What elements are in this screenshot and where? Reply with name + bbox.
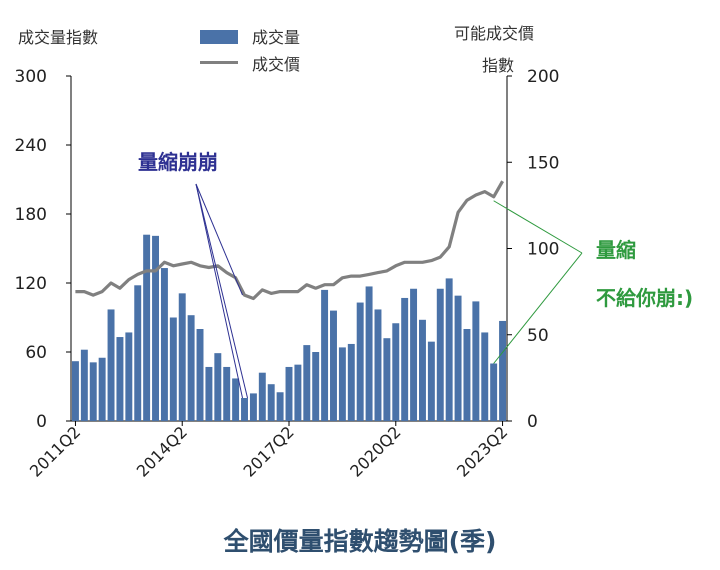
bar xyxy=(303,345,311,421)
callout-line-left xyxy=(195,183,243,399)
bar xyxy=(89,362,97,421)
bar xyxy=(285,366,293,421)
bar xyxy=(499,320,507,421)
left-tick-label: 240 xyxy=(15,136,47,156)
left-tick-label: 60 xyxy=(25,343,47,363)
callout-line-left xyxy=(195,183,243,296)
bar xyxy=(463,329,471,421)
bar xyxy=(107,309,115,421)
bar xyxy=(152,235,160,421)
x-tick-label: 2023Q2 xyxy=(453,422,511,480)
annotation-left: 量縮崩崩 xyxy=(138,150,218,174)
x-tick-label: 2020Q2 xyxy=(346,422,404,480)
bar xyxy=(481,332,489,421)
left-tick-label: 120 xyxy=(15,274,47,294)
bar xyxy=(312,352,320,421)
bar xyxy=(169,317,177,421)
legend-line-swatch xyxy=(200,61,238,64)
bar xyxy=(365,286,373,421)
bar xyxy=(187,315,195,421)
callout-line-right xyxy=(493,252,583,364)
right-tick-label: 150 xyxy=(527,153,559,173)
bar xyxy=(427,341,435,421)
legend-line-label: 成交價 xyxy=(252,55,301,74)
callout-line-right xyxy=(493,200,583,254)
bar xyxy=(330,310,337,421)
bar xyxy=(178,293,186,421)
bar xyxy=(241,398,248,421)
right-tick-label: 50 xyxy=(527,326,549,346)
legend-bar-swatch xyxy=(200,30,238,44)
bar xyxy=(436,288,444,421)
bar xyxy=(143,234,151,421)
bar xyxy=(276,392,284,421)
bar xyxy=(249,393,257,421)
bar xyxy=(294,364,302,421)
bar xyxy=(258,372,266,421)
bar xyxy=(356,302,364,421)
bar xyxy=(338,347,346,421)
legend-bar-label: 成交量 xyxy=(252,28,301,47)
left-tick-label: 0 xyxy=(36,412,47,432)
bar xyxy=(490,363,498,421)
price-line xyxy=(75,180,504,301)
right-tick-label: 200 xyxy=(527,67,559,87)
line-series xyxy=(75,180,504,301)
bar xyxy=(321,289,329,421)
bar xyxy=(214,353,222,421)
x-tick-label: 2011Q2 xyxy=(26,422,84,480)
bar xyxy=(374,309,382,421)
bar xyxy=(410,288,418,421)
bar xyxy=(71,361,79,421)
bar xyxy=(472,301,480,421)
x-tick-labels: 2011Q2 2014Q2 2017Q2 2020Q2 2023Q2 xyxy=(26,422,511,480)
bar xyxy=(232,378,240,421)
bar xyxy=(125,332,133,421)
bar xyxy=(160,268,168,421)
annotation-callouts xyxy=(195,183,583,399)
bar xyxy=(454,295,462,421)
bar xyxy=(223,366,231,421)
x-tick-label: 2017Q2 xyxy=(239,422,297,480)
bar xyxy=(267,384,275,421)
right-axis-title-line1: 可能成交價 xyxy=(454,24,535,43)
right-tick-label: 100 xyxy=(527,240,559,260)
bar xyxy=(418,319,426,421)
bar xyxy=(196,329,204,421)
bar xyxy=(80,349,88,421)
bar xyxy=(383,338,391,421)
axes: 0 60 120 180 240 300 0 50 100 150 200 xyxy=(15,67,560,432)
x-tick-label: 2014Q2 xyxy=(133,422,191,480)
bar xyxy=(445,278,453,421)
bar xyxy=(116,337,124,421)
chart-title: 全國價量指數趨勢圖(季) xyxy=(223,527,497,556)
left-axis-title: 成交量指數 xyxy=(18,28,99,47)
annotation-right-line1: 量縮 xyxy=(596,238,636,262)
right-tick-label: 0 xyxy=(527,412,538,432)
left-tick-label: 300 xyxy=(15,67,47,87)
callout-line-left xyxy=(195,183,248,399)
bar xyxy=(392,323,400,421)
bar-series xyxy=(71,234,507,421)
bar xyxy=(401,297,409,421)
right-axis-title-line2: 指數 xyxy=(482,56,515,75)
left-tick-label: 180 xyxy=(15,205,47,225)
annotation-right-line2: 不給你崩:) xyxy=(596,286,694,310)
bar xyxy=(347,343,355,421)
bar xyxy=(205,366,213,421)
bar xyxy=(98,357,106,421)
bar xyxy=(134,285,142,421)
